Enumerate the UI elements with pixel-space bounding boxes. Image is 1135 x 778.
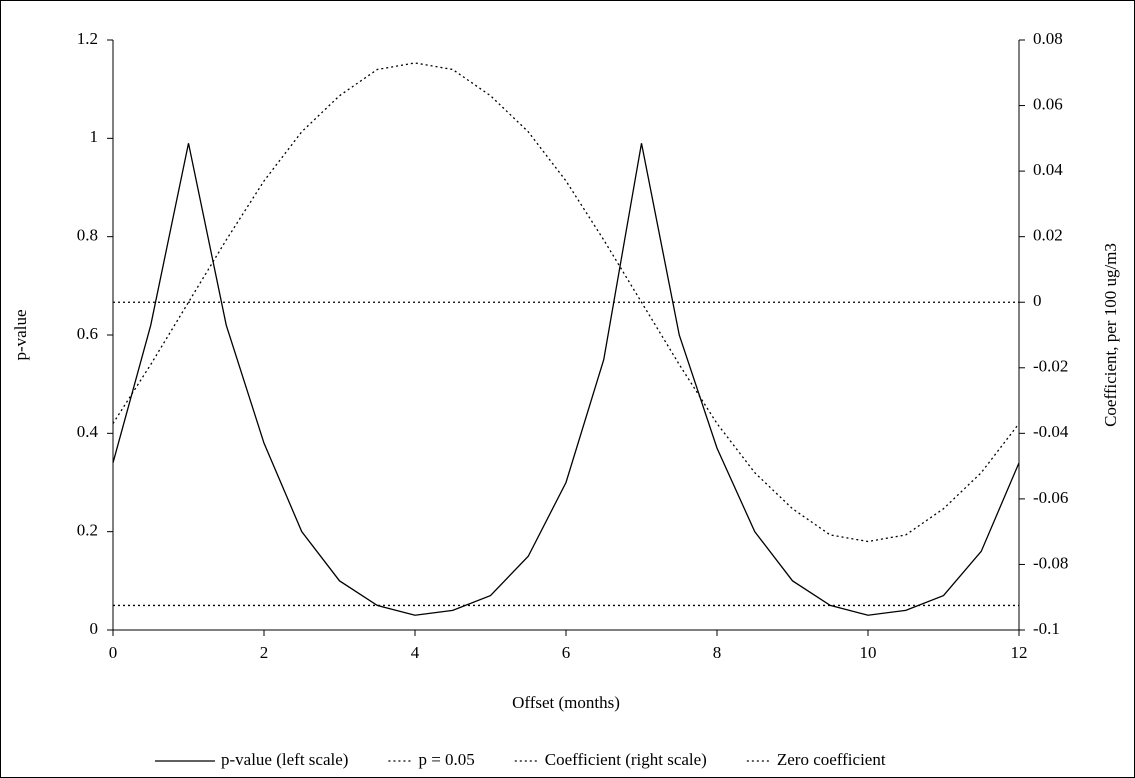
y2-tick-label: -0.08 <box>1033 553 1068 572</box>
y2-axis-title: Coefficient, per 100 ug/m3 <box>1101 243 1120 427</box>
y-tick-label: 1.2 <box>77 29 98 48</box>
y-tick-label: 1 <box>90 127 99 146</box>
y2-tick-label: 0.02 <box>1033 226 1063 245</box>
y-tick-label: 0.6 <box>77 324 98 343</box>
x-tick-label: 4 <box>411 643 420 662</box>
y-tick-label: 0.8 <box>77 226 98 245</box>
y-tick-label: 0.2 <box>77 521 98 540</box>
series-line <box>112 143 1020 616</box>
legend-label: Zero coefficient <box>777 750 886 769</box>
x-tick-label: 6 <box>562 643 571 662</box>
y2-tick-label: 0.04 <box>1033 160 1063 179</box>
y2-tick-label: -0.02 <box>1033 357 1068 376</box>
y2-tick-label: 0.06 <box>1033 94 1063 113</box>
y2-tick-label: -0.04 <box>1033 422 1069 441</box>
y2-tick-label: 0 <box>1033 291 1042 310</box>
x-tick-label: 12 <box>1011 643 1028 662</box>
y2-tick-label: -0.06 <box>1033 488 1068 507</box>
y2-tick-label: -0.1 <box>1033 619 1060 638</box>
legend-label: p = 0.05 <box>418 750 474 769</box>
x-tick-label: 8 <box>713 643 722 662</box>
y2-tick-label: 0.08 <box>1033 29 1063 48</box>
x-axis-title: Offset (months) <box>512 693 620 712</box>
legend-label: Coefficient (right scale) <box>545 750 707 769</box>
x-tick-label: 0 <box>109 643 118 662</box>
y-tick-label: 0 <box>90 619 99 638</box>
x-tick-label: 10 <box>860 643 877 662</box>
legend-label: p-value (left scale) <box>221 750 348 769</box>
series-line <box>112 62 1020 543</box>
y-tick-label: 0.4 <box>77 422 99 441</box>
x-tick-label: 2 <box>260 643 269 662</box>
y-axis-title: p-value <box>11 310 30 361</box>
